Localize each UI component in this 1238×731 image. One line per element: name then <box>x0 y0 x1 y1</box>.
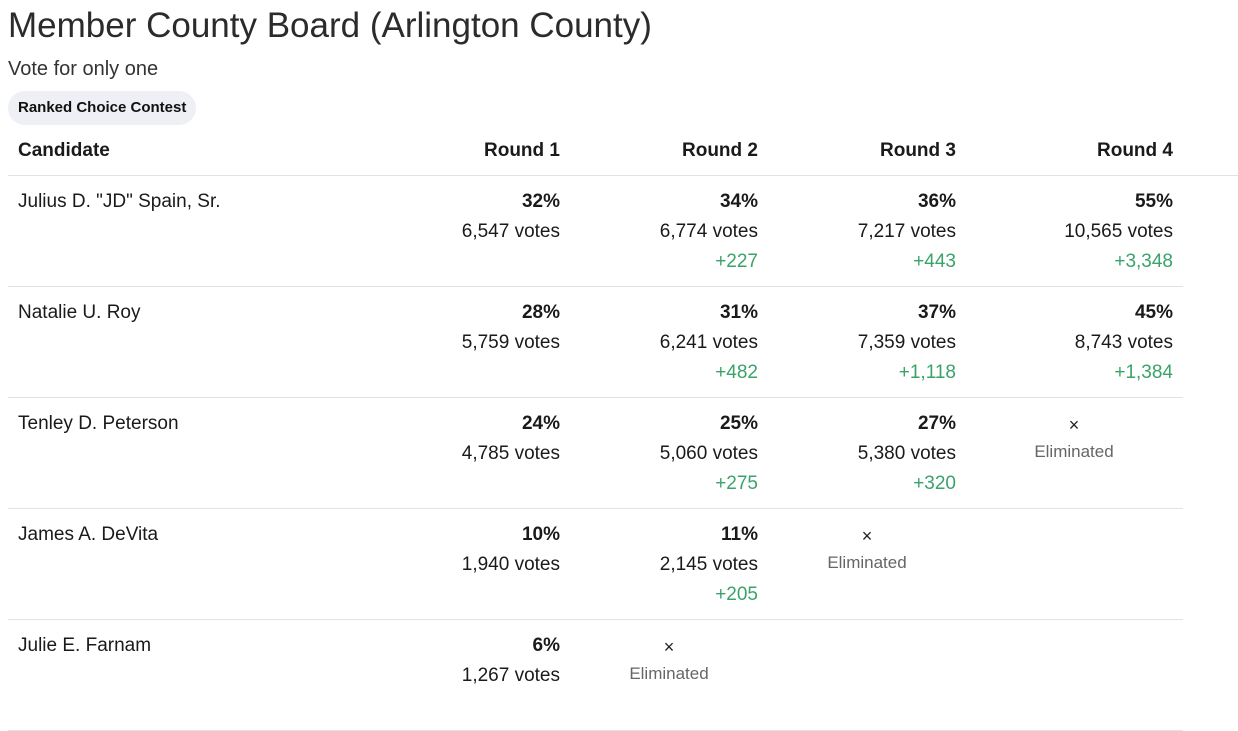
vote-count: 8,743 votes <box>1074 332 1173 353</box>
vote-count: 6,241 votes <box>659 332 758 353</box>
page-title: Member County Board (Arlington County) <box>8 6 652 45</box>
table-header: Candidate Round 1 Round 2 Round 3 Round … <box>8 128 1238 176</box>
vote-percentage: 34% <box>719 191 758 212</box>
table-row: Tenley D. Peterson 24% 4,785 votes 25% 5… <box>8 398 1183 509</box>
close-icon: × <box>1068 415 1080 435</box>
vote-percentage: 36% <box>917 191 956 212</box>
candidate-name: Tenley D. Peterson <box>18 413 179 434</box>
vote-percentage: 55% <box>1134 191 1173 212</box>
vote-percentage: 11% <box>721 524 758 545</box>
vote-count: 5,380 votes <box>857 443 956 464</box>
vote-gain: +1,384 <box>1114 362 1173 383</box>
column-header-round-4: Round 4 <box>1097 140 1173 161</box>
vote-gain: +443 <box>913 251 956 272</box>
vote-percentage: 28% <box>521 302 560 323</box>
vote-gain: +227 <box>715 251 758 272</box>
vote-count: 10,565 votes <box>1064 221 1173 242</box>
results-table: Candidate Round 1 Round 2 Round 3 Round … <box>8 128 1238 731</box>
vote-count: 2,145 votes <box>659 554 758 575</box>
vote-percentage: 45% <box>1134 302 1173 323</box>
vote-percentage: 31% <box>719 302 758 323</box>
candidate-name: James A. DeVita <box>18 524 159 545</box>
vote-percentage: 25% <box>719 413 758 434</box>
vote-percentage: 24% <box>521 413 560 434</box>
vote-percentage: 27% <box>917 413 956 434</box>
vote-count: 5,759 votes <box>461 332 560 353</box>
vote-percentage: 10% <box>521 524 560 545</box>
vote-count: 1,267 votes <box>461 665 560 686</box>
column-header-candidate: Candidate <box>18 140 110 161</box>
column-header-round-2: Round 2 <box>682 140 758 161</box>
close-icon: × <box>663 637 675 657</box>
vote-percentage: 6% <box>532 635 560 656</box>
vote-count: 1,940 votes <box>461 554 560 575</box>
vote-gain: +482 <box>715 362 758 383</box>
ranked-choice-badge: Ranked Choice Contest <box>8 91 197 125</box>
vote-percentage: 32% <box>521 191 560 212</box>
vote-count: 5,060 votes <box>659 443 758 464</box>
vote-count: 7,217 votes <box>857 221 956 242</box>
vote-gain: +3,348 <box>1114 251 1173 272</box>
vote-count: 6,774 votes <box>659 221 758 242</box>
column-header-round-1: Round 1 <box>484 140 560 161</box>
eliminated-label: Eliminated <box>827 553 907 572</box>
close-icon: × <box>861 526 873 546</box>
vote-percentage: 37% <box>917 302 956 323</box>
vote-count: 7,359 votes <box>857 332 956 353</box>
vote-count: 4,785 votes <box>461 443 560 464</box>
table-row: Julius D. "JD" Spain, Sr. 32% 6,547 vote… <box>8 176 1183 287</box>
table-row: Natalie U. Roy 28% 5,759 votes 31% 6,241… <box>8 287 1183 398</box>
vote-count: 6,547 votes <box>461 221 560 242</box>
candidate-name: Natalie U. Roy <box>18 302 141 323</box>
eliminated-label: Eliminated <box>1034 442 1114 461</box>
table-row: Julie E. Farnam 6% 1,267 votes × Elimina… <box>8 620 1183 731</box>
eliminated-label: Eliminated <box>629 664 709 683</box>
candidate-name: Julie E. Farnam <box>18 635 152 656</box>
vote-gain: +320 <box>913 473 956 494</box>
vote-gain: +275 <box>715 473 758 494</box>
table-row: James A. DeVita 10% 1,940 votes 11% 2,14… <box>8 509 1183 620</box>
vote-gain: +205 <box>715 584 758 605</box>
vote-gain: +1,118 <box>898 362 956 383</box>
column-header-round-3: Round 3 <box>880 140 956 161</box>
contest-instructions: Vote for only one <box>8 58 159 80</box>
candidate-name: Julius D. "JD" Spain, Sr. <box>18 191 221 212</box>
